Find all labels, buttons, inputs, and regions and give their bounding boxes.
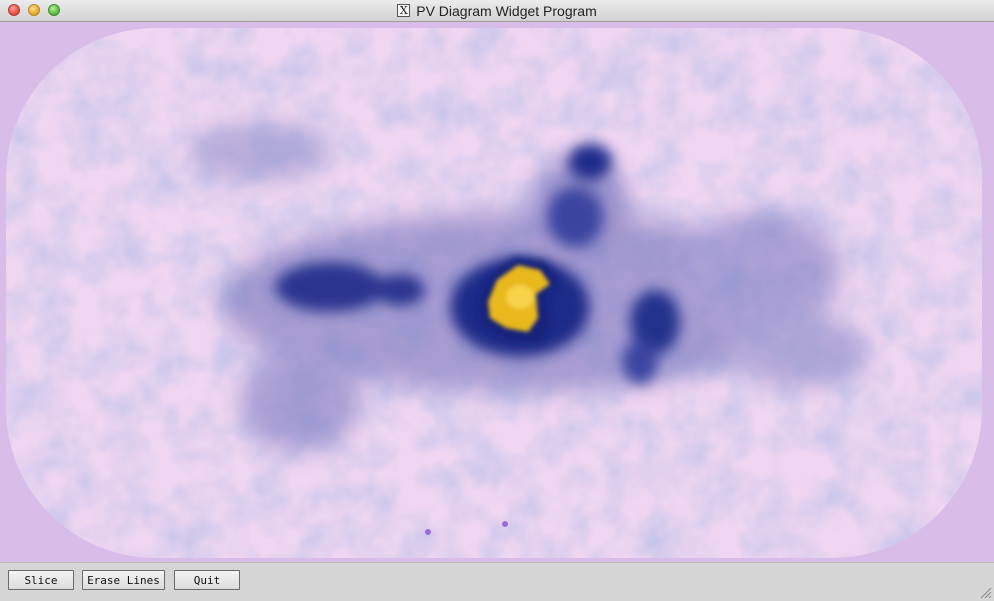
slice-button[interactable]: Slice bbox=[8, 570, 74, 590]
pv-image[interactable] bbox=[0, 22, 994, 562]
x11-icon: X bbox=[397, 4, 411, 17]
minimize-window-button[interactable] bbox=[28, 4, 40, 16]
resize-grip-icon[interactable] bbox=[979, 586, 992, 599]
quit-button[interactable]: Quit bbox=[174, 570, 240, 590]
close-window-button[interactable] bbox=[8, 4, 20, 16]
erase-lines-button[interactable]: Erase Lines bbox=[82, 570, 165, 590]
image-canvas[interactable] bbox=[0, 22, 994, 562]
data-region bbox=[6, 28, 982, 558]
button-bar: Slice Erase Lines Quit bbox=[0, 562, 994, 601]
zoom-window-button[interactable] bbox=[48, 4, 60, 16]
title-group: X PV Diagram Widget Program bbox=[0, 0, 994, 21]
window-title: PV Diagram Widget Program bbox=[416, 2, 597, 19]
title-bar[interactable]: X PV Diagram Widget Program bbox=[0, 0, 994, 22]
